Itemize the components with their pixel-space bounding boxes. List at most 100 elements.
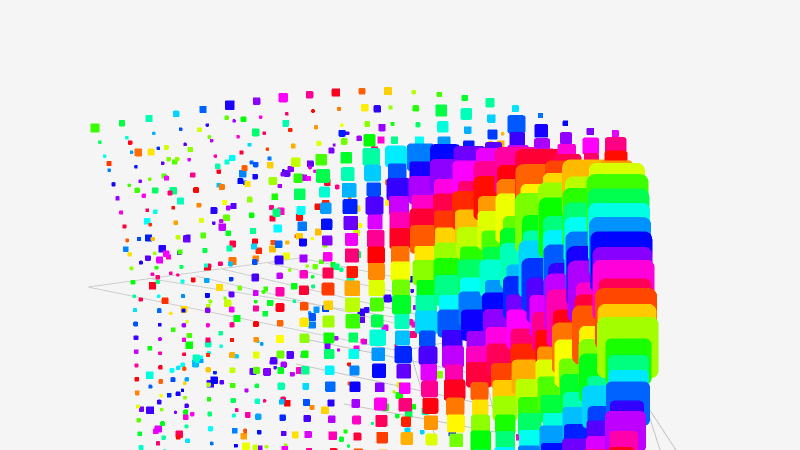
scatter-marker (212, 221, 216, 225)
scatter-marker (252, 97, 261, 105)
scatter-marker (289, 371, 295, 377)
scatter-marker (314, 125, 319, 130)
scatter-marker (272, 208, 281, 217)
scatter-marker (148, 222, 153, 227)
scatter-marker (159, 393, 163, 398)
scatter-marker (284, 399, 291, 407)
scatter-marker (183, 395, 187, 400)
scatter-marker (299, 254, 308, 263)
scatter-marker (290, 143, 296, 149)
scatter-marker (324, 348, 335, 360)
scatter-marker (299, 317, 309, 327)
scatter-marker (374, 397, 387, 411)
scatter-marker (230, 382, 236, 388)
scatter-marker (345, 297, 361, 313)
scatter-marker (313, 306, 320, 313)
scatter-marker (145, 208, 150, 213)
scatter-marker (251, 273, 260, 282)
scatter-marker (253, 299, 258, 304)
scatter-marker (156, 399, 162, 405)
scatter-marker (159, 407, 164, 412)
scatter-marker (257, 445, 263, 450)
scatter-marker (202, 247, 208, 253)
scatter-marker (249, 160, 254, 165)
scatter-marker (416, 279, 435, 299)
scatter-marker (383, 87, 392, 96)
scatter-marker (146, 371, 154, 380)
scatter-marker (138, 179, 142, 184)
scatter-marker (107, 168, 111, 172)
scatter-marker (373, 105, 381, 113)
scatter-marker (229, 154, 236, 162)
scatter-marker (184, 424, 189, 429)
scatter-marker (214, 163, 221, 170)
scatter-marker (299, 270, 308, 279)
scatter-marker (352, 415, 361, 425)
scatter-marker (582, 137, 600, 155)
scatter-marker (156, 256, 164, 264)
scatter-marker (179, 264, 184, 269)
scatter-marker (296, 205, 306, 215)
scatter-marker (210, 207, 218, 215)
scatter-marker (169, 271, 173, 276)
scatter-marker (279, 399, 285, 405)
scatter-marker (341, 167, 355, 181)
scatter-marker (340, 138, 348, 145)
scatter-marker (197, 127, 202, 133)
scatter-marker (152, 131, 156, 136)
scatter-marker (376, 431, 388, 444)
scatter-marker (325, 381, 336, 392)
scatter-marker (158, 365, 163, 370)
scatter-marker (586, 127, 595, 136)
scatter-marker (251, 243, 258, 250)
scatter-marker (562, 438, 592, 450)
scatter-marker (230, 203, 237, 209)
scatter-marker (443, 379, 466, 401)
scatter-marker (169, 368, 175, 373)
scatter-marker (412, 105, 420, 112)
scatter-marker (371, 314, 384, 328)
scatter-marker (176, 365, 181, 370)
scatter-marker (312, 264, 318, 270)
scatter-marker (394, 346, 412, 364)
scatter-marker (204, 292, 210, 298)
scatter-marker (176, 273, 180, 277)
scatter-marker (293, 173, 303, 183)
scatter-marker (320, 218, 333, 231)
scatter-marker (137, 431, 143, 437)
scatter-marker (487, 129, 498, 140)
scatter-marker (181, 323, 186, 328)
scatter-marker (365, 196, 384, 215)
scatter-marker (511, 105, 519, 113)
scatter-marker (252, 259, 258, 265)
scatter-marker (155, 274, 160, 280)
scatter-marker (175, 235, 181, 240)
scatter-marker (405, 410, 413, 418)
scatter-marker (280, 430, 287, 437)
scatter-marker (311, 284, 316, 289)
scatter-marker (218, 331, 223, 336)
scatter-marker (509, 132, 526, 148)
scatter-marker (364, 121, 371, 127)
scatter-marker (409, 330, 417, 339)
scatter-marker (153, 209, 158, 215)
scatter-marker (398, 382, 411, 394)
scatter-marker (398, 398, 413, 412)
scatter-marker (279, 414, 286, 421)
scatter-marker (368, 279, 385, 297)
scatter-marker (251, 128, 260, 137)
scatter-marker (375, 382, 385, 393)
scatter-marker (176, 434, 181, 440)
scatter-marker (262, 131, 266, 135)
scatter-marker (155, 280, 160, 285)
scatter-marker (180, 388, 185, 392)
scatter-marker (370, 421, 375, 425)
scatter-marker (487, 114, 496, 123)
scatter-marker (185, 341, 194, 350)
scatter-marker (181, 337, 187, 343)
scatter-marker (183, 409, 189, 415)
scatter-marker (229, 322, 235, 328)
scatter-marker (461, 94, 468, 102)
